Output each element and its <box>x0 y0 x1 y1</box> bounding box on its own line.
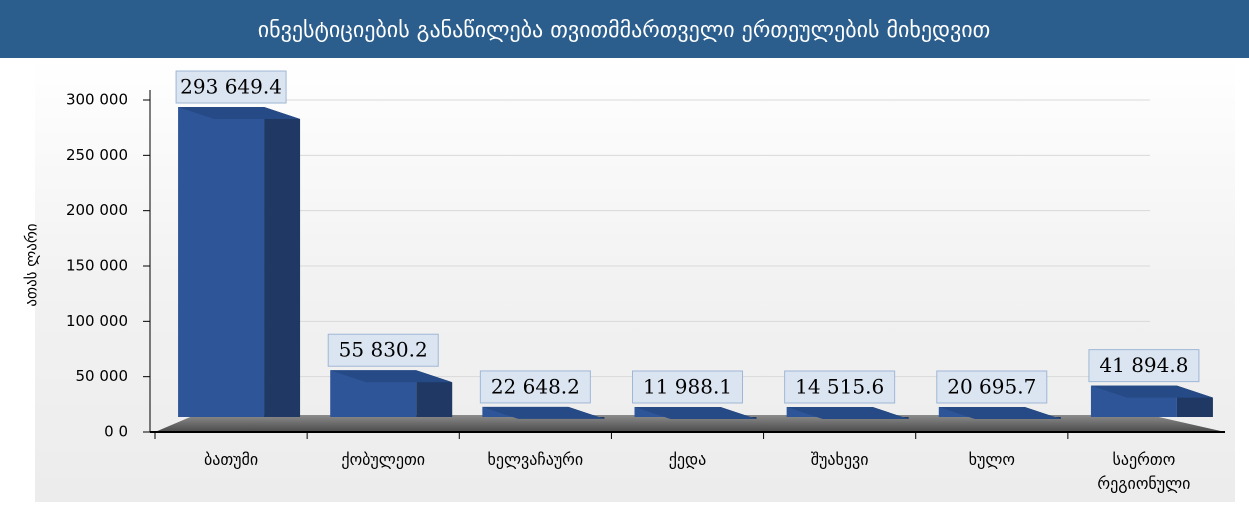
x-tick-label: შუახევი <box>810 450 869 469</box>
value-label-box <box>175 70 287 104</box>
value-label: 14 515.6 <box>795 375 884 399</box>
value-label: 11 988.1 <box>643 375 732 399</box>
value-label: 22 648.2 <box>491 374 580 398</box>
x-tick-label: ქობულეთი <box>341 450 426 469</box>
value-label-box <box>632 370 743 404</box>
bar-top <box>1090 385 1213 398</box>
y-tick-label: 250 000 <box>66 146 128 164</box>
value-label-box <box>1088 349 1200 383</box>
y-tick-label: 100 000 <box>66 312 128 330</box>
bar-top <box>938 407 1061 419</box>
value-label-box <box>784 370 896 404</box>
chart-title: ინვესტიციების განაწილება თვითმმართველი ე… <box>258 18 991 43</box>
x-tick-label: ხულო <box>968 450 1015 469</box>
bar-side <box>264 107 301 417</box>
value-label: 41 894.8 <box>1099 353 1188 377</box>
x-tick-label: საერთო რეგიონული <box>1097 450 1191 493</box>
bar-top <box>482 406 605 419</box>
bar <box>178 107 265 417</box>
title-bar <box>0 0 1249 58</box>
y-tick-label: 50 000 <box>76 367 129 385</box>
y-tick-label: 150 000 <box>66 257 128 275</box>
y-tick-label: 0 0 <box>104 423 128 441</box>
bar-top <box>786 407 909 419</box>
floor <box>155 415 1225 432</box>
bar-top <box>634 407 757 419</box>
bar-top <box>178 107 301 120</box>
value-label: 55 830.2 <box>339 338 428 362</box>
value-label: 293 649.4 <box>180 75 282 99</box>
x-tick-label: ბათუმი <box>203 450 259 469</box>
x-tick-label: ხელვაჩაური <box>487 450 584 469</box>
value-label: 20 695.7 <box>947 375 1036 399</box>
y-tick-label: 300 000 <box>66 91 128 109</box>
bar-top <box>330 370 453 383</box>
value-label-box <box>327 333 439 367</box>
y-axis-label: ათას ლარი <box>23 223 41 306</box>
x-tick-label: ქედა <box>668 450 707 469</box>
value-label-box <box>479 370 591 404</box>
y-tick-label: 200 000 <box>66 201 128 219</box>
value-label-box <box>936 370 1048 404</box>
